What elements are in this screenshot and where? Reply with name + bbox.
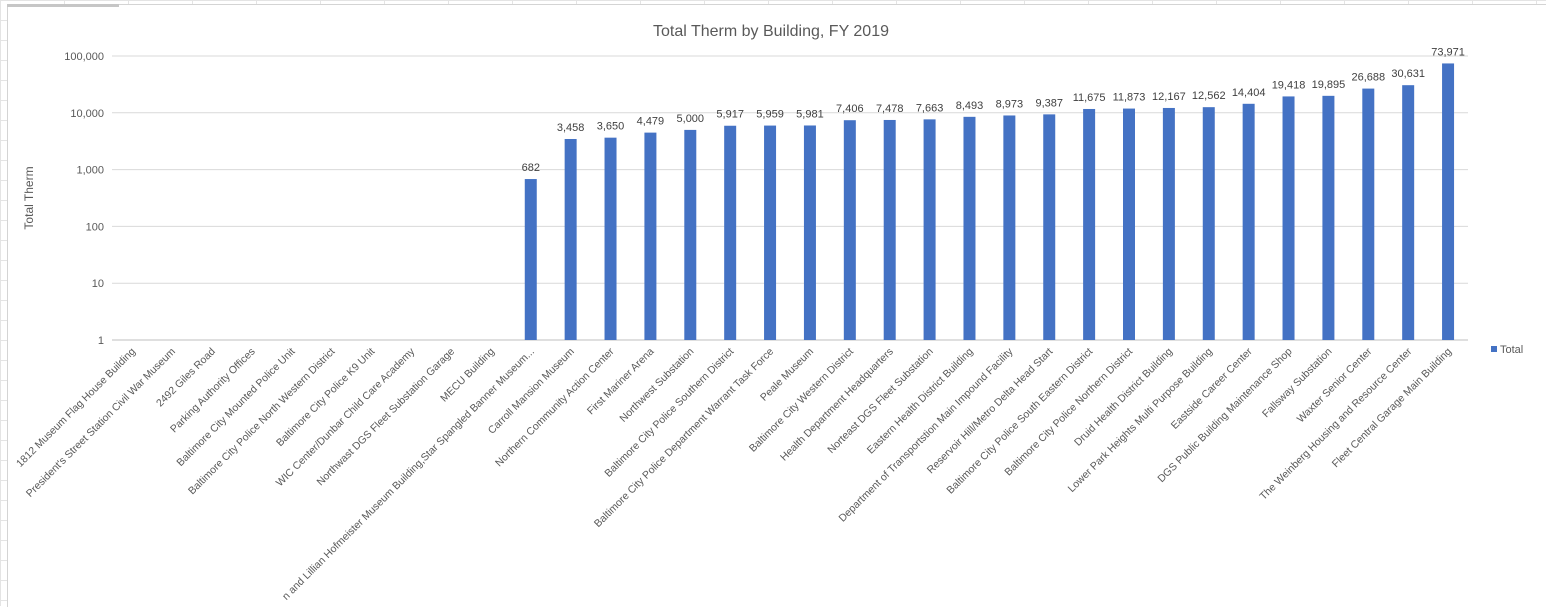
bar: [1003, 115, 1016, 340]
bar: [1162, 107, 1175, 340]
data-label: 12,167: [1152, 91, 1186, 103]
category-label: Baltimore City Police South Eastern Dist…: [944, 346, 1095, 497]
data-label: 3,650: [597, 121, 625, 133]
bar: [1442, 63, 1455, 340]
y-tick-label: 100,000: [64, 51, 104, 63]
data-label: 682: [522, 162, 540, 174]
data-label: 19,418: [1272, 79, 1306, 91]
bar: [1282, 96, 1295, 340]
data-label: 8,493: [956, 100, 984, 112]
bars: [524, 63, 1455, 341]
bar: [724, 125, 737, 340]
chart-title: Total Therm by Building, FY 2019: [653, 23, 889, 40]
y-tick-label: 100: [86, 221, 104, 233]
data-labels: 682 3,458 3,650 4,479 5,000 5,917 5,959 5,981 7,…: [522, 46, 1465, 174]
selection-indicator: [7, 4, 119, 7]
data-label: 11,675: [1073, 92, 1106, 104]
bar: [1242, 103, 1255, 340]
data-label: 30,631: [1391, 68, 1425, 80]
bar: [684, 129, 697, 340]
gridlines: [112, 55, 1468, 341]
bar: [564, 138, 577, 340]
data-label: 26,688: [1351, 72, 1385, 84]
bar: [644, 132, 657, 340]
data-label: 3,458: [557, 122, 585, 134]
data-label: 11,873: [1113, 92, 1146, 104]
bar: [1043, 114, 1056, 340]
y-tick-label: 10: [92, 278, 104, 290]
data-label: 19,895: [1312, 79, 1346, 91]
data-label: 14,404: [1232, 87, 1266, 99]
data-label: 4,479: [637, 116, 665, 128]
category-label: Northwast DGS Fleet Substation Garage: [315, 346, 458, 489]
data-label: 73,971: [1431, 46, 1465, 58]
bar: [1362, 88, 1375, 340]
bar: [1322, 95, 1335, 340]
bar: [963, 116, 976, 340]
bar: [604, 137, 617, 340]
bar: [524, 179, 537, 340]
data-label: 7,478: [876, 103, 904, 115]
y-axis-title: Total Therm: [22, 166, 36, 229]
category-label: Baltimore City Police North Western Dist…: [186, 346, 338, 498]
bar: [764, 125, 777, 340]
y-axis-ticks: 1 10 100 1,000 10,000 100,000: [64, 51, 104, 347]
bar: [1123, 108, 1135, 340]
y-tick-label: 10,000: [70, 108, 104, 120]
bar: [1083, 108, 1096, 341]
bar: [803, 125, 816, 340]
bar: [923, 119, 936, 340]
data-label: 5,000: [677, 113, 705, 125]
category-label: Lower Park Heights Multi Purpose Buildin…: [1066, 346, 1215, 495]
bar: [843, 120, 856, 340]
category-label: Northwest Substation: [617, 346, 696, 425]
data-label: 7,663: [916, 102, 944, 114]
data-label: 9,387: [1035, 97, 1063, 109]
category-label: Fallsway Substation: [1260, 346, 1335, 421]
bar: [883, 119, 896, 340]
bar: [1402, 85, 1415, 341]
y-tick-label: 1,000: [76, 165, 104, 177]
data-label: 12,562: [1192, 90, 1226, 102]
legend[interactable]: Total: [1491, 344, 1523, 356]
data-label: 5,981: [796, 108, 824, 120]
y-tick-label: 1: [98, 335, 104, 347]
data-label: 8,973: [996, 98, 1024, 110]
category-label: The Weinberg Housing and Resource Center: [1257, 345, 1414, 502]
legend-swatch: [1491, 346, 1497, 352]
category-label: n and Lillian Hofmeister Museum Building…: [280, 346, 537, 603]
category-label: Waxter Senior Center: [1295, 345, 1375, 425]
category-label: First Mariner Arena: [585, 346, 657, 418]
data-label: 5,959: [756, 109, 784, 121]
data-label: 5,917: [716, 109, 744, 121]
category-labels: 1812 Museum Flag House BuildingPresident…: [14, 345, 1454, 602]
category-label: President's Street Station Civil War Mus…: [24, 345, 178, 499]
legend-label: Total: [1500, 344, 1523, 356]
category-label: WIC Center/Dunbar Child Care Academy: [274, 345, 418, 489]
bar: [1202, 107, 1215, 340]
data-label: 7,406: [836, 103, 864, 115]
